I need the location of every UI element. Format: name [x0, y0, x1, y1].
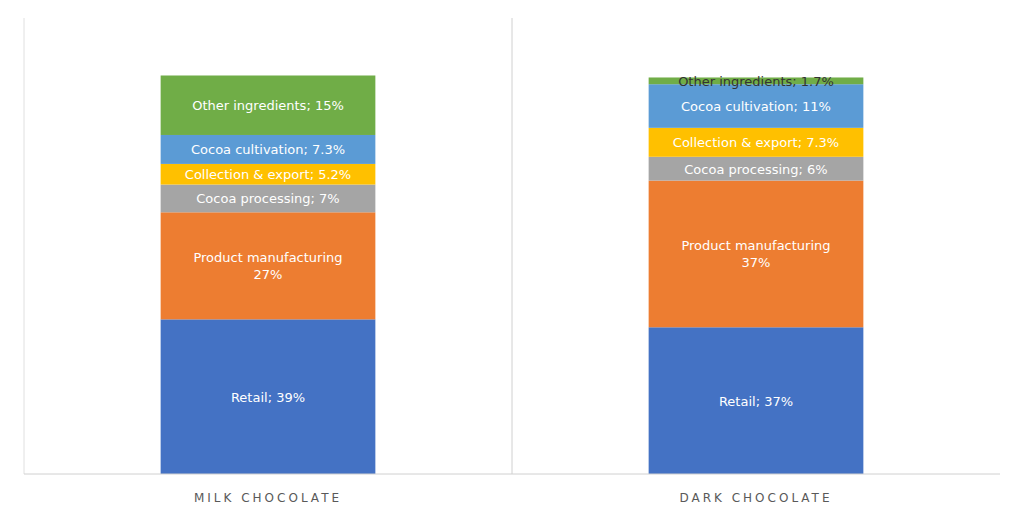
- bar-segment: [161, 75, 376, 134]
- bar-segment: [649, 84, 864, 128]
- data-label: Retail; 37%: [719, 393, 793, 408]
- x-axis-line: [24, 474, 1000, 475]
- bar-segment: [649, 327, 864, 474]
- data-label-line: Collection & export; 7.3%: [673, 135, 839, 150]
- data-label-line: Other ingredients; 1.7%: [678, 73, 834, 88]
- bar-segment: [161, 185, 376, 213]
- separator: [512, 18, 513, 474]
- x-tick-label: MILK CHOCOLATE: [194, 491, 342, 505]
- data-label-line: 27%: [254, 267, 283, 282]
- data-label-line: Collection & export; 5.2%: [185, 167, 351, 182]
- data-label-line: Retail; 37%: [719, 393, 793, 408]
- bar-segment: [649, 128, 864, 157]
- data-label-line: Cocoa cultivation; 11%: [681, 99, 831, 114]
- data-label-line: Product manufacturing: [193, 250, 342, 265]
- bar-segment: [161, 319, 376, 474]
- data-label: Collection & export; 5.2%: [185, 167, 351, 182]
- data-labels: Retail; 39% Retail; 37% Product manufactur…: [185, 73, 839, 408]
- data-label: Cocoa cultivation; 11%: [681, 99, 831, 114]
- y-axis-line: [24, 18, 25, 474]
- x-tick-label: DARK CHOCOLATE: [679, 491, 832, 505]
- data-label-line: 37%: [742, 255, 771, 270]
- data-label: Product manufacturing 27%: [193, 250, 342, 282]
- data-label-line: Cocoa cultivation; 7.3%: [191, 142, 345, 157]
- bar-segment: [161, 164, 376, 185]
- data-label: Other ingredients; 1.7%: [678, 73, 834, 88]
- data-label: Other ingredients; 15%: [192, 98, 344, 113]
- chart: Retail; 39% Retail; 37% Product manufactur…: [0, 0, 1024, 526]
- data-label: Product manufacturing 37%: [681, 238, 830, 270]
- bar-segment: [649, 157, 864, 181]
- data-label: Cocoa processing; 7%: [196, 191, 339, 206]
- data-label-line: Cocoa processing; 7%: [196, 191, 339, 206]
- data-label: Cocoa cultivation; 7.3%: [191, 142, 345, 157]
- data-label-line: Retail; 39%: [231, 389, 305, 404]
- data-label-line: Other ingredients; 15%: [192, 98, 344, 113]
- bar-segment: [649, 181, 864, 328]
- data-label: Retail; 39%: [231, 389, 305, 404]
- bar-segment: [161, 135, 376, 164]
- data-label: Collection & export; 7.3%: [673, 135, 839, 150]
- data-label-line: Cocoa processing; 6%: [684, 161, 827, 176]
- bar-segment: [161, 212, 376, 319]
- bars: [161, 75, 864, 474]
- data-label: Cocoa processing; 6%: [684, 161, 827, 176]
- data-label-line: Product manufacturing: [681, 238, 830, 253]
